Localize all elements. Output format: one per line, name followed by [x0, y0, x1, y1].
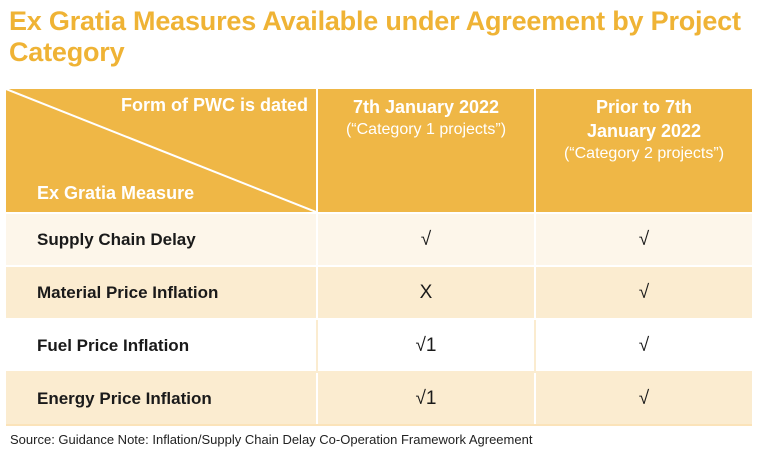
- ex-gratia-table: Form of PWC is dated Ex Gratia Measure 7…: [6, 89, 752, 426]
- table-row: Fuel Price Inflation √1 √: [6, 320, 752, 371]
- table-row: Energy Price Inflation √1 √: [6, 373, 752, 424]
- cell-divider: [534, 267, 536, 318]
- page-title: Ex Gratia Measures Available under Agree…: [9, 6, 741, 67]
- column-subheading: (“Category 2 projects”): [563, 145, 725, 162]
- row-separator: [6, 265, 752, 267]
- category-1-value: √: [420, 229, 432, 250]
- category-2-value: √: [638, 388, 650, 409]
- category-1-value: √1: [415, 388, 437, 409]
- category-1-value: √1: [415, 335, 437, 356]
- diagonal-divider: [6, 89, 316, 212]
- table-header: Form of PWC is dated Ex Gratia Measure 7…: [6, 89, 752, 212]
- measure-label: Energy Price Inflation: [37, 389, 212, 408]
- table-row: Material Price Inflation X √: [6, 267, 752, 318]
- cell-divider: [316, 373, 318, 424]
- cell-divider: [316, 214, 318, 265]
- category-2-value: √: [638, 229, 650, 250]
- cell-divider: [316, 267, 318, 318]
- cell-divider: [534, 320, 536, 371]
- corner-top-label: Form of PWC is dated: [120, 95, 308, 115]
- column-subheading: (“Category 1 projects”): [345, 121, 507, 138]
- column-header-category-2: Prior to 7th January 2022 (“Category 2 p…: [536, 89, 752, 212]
- measure-label: Supply Chain Delay: [37, 230, 196, 249]
- category-2-value: √: [638, 335, 650, 356]
- category-2-value: √: [638, 282, 650, 303]
- table-row: Supply Chain Delay √ √: [6, 214, 752, 265]
- column-heading: 7th January 2022: [352, 97, 500, 117]
- header-corner-cell: Form of PWC is dated Ex Gratia Measure: [6, 89, 316, 212]
- category-1-value: X: [419, 282, 433, 303]
- row-separator: [6, 371, 752, 373]
- measure-label: Material Price Inflation: [37, 283, 219, 302]
- header-divider: [316, 89, 318, 212]
- measure-label: Fuel Price Inflation: [37, 336, 190, 355]
- column-header-category-1: 7th January 2022 (“Category 1 projects”): [318, 89, 534, 212]
- cell-divider: [534, 373, 536, 424]
- header-divider: [534, 89, 536, 212]
- cell-divider: [534, 214, 536, 265]
- table-bottom-rule: [6, 424, 752, 426]
- column-heading: Prior to 7th January 2022: [586, 97, 702, 141]
- row-separator: [6, 318, 752, 320]
- corner-bottom-label: Ex Gratia Measure: [37, 183, 195, 203]
- source-note: Source: Guidance Note: Inflation/Supply …: [10, 432, 533, 447]
- row-separator: [6, 212, 752, 214]
- cell-divider: [316, 320, 318, 371]
